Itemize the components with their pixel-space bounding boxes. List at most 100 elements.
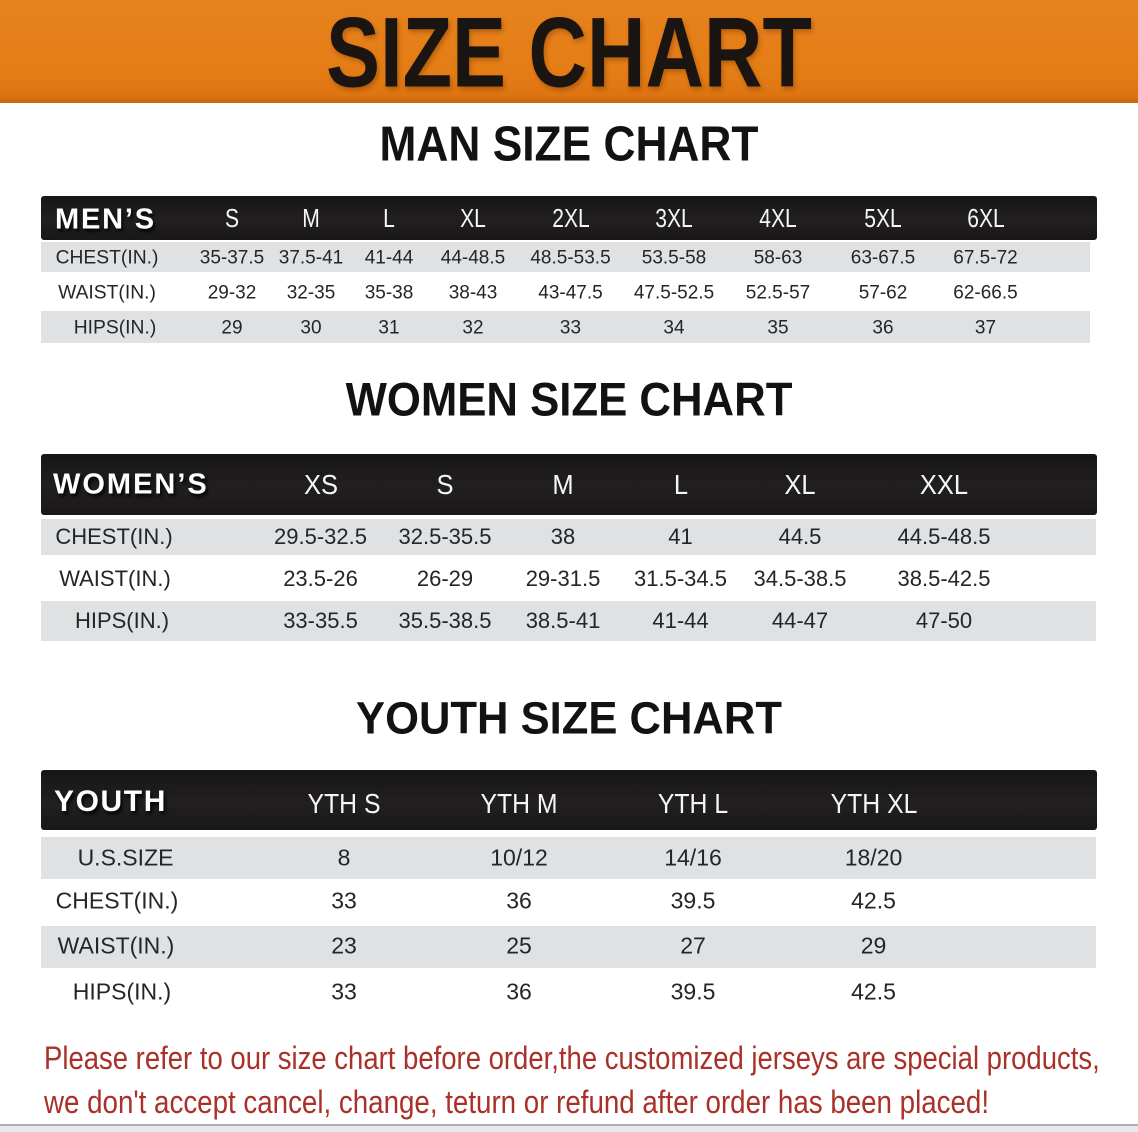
cell-youth-2-2: 27: [680, 932, 706, 959]
cell-youth-2-0: 23: [331, 932, 357, 959]
column-header-women-xl: XL: [784, 468, 816, 500]
cell-women-2-2: 38.5-41: [525, 607, 601, 633]
cell-youth-2-1: 25: [506, 932, 532, 959]
cell-men-0-0: 35-37.5: [199, 247, 265, 269]
cell-women-0-1: 32.5-35.5: [398, 524, 492, 549]
column-header-youth-yth-m: YTH M: [480, 787, 558, 819]
cell-youth-0-1: 10/12: [490, 844, 548, 870]
row-label-youth-0: U.S.SIZE: [77, 844, 174, 870]
column-header-men-s: S: [224, 203, 240, 234]
cell-women-1-3: 31.5-34.5: [634, 565, 727, 591]
column-header-men-l: L: [383, 203, 395, 234]
column-header-men-3xl: 3XL: [655, 203, 693, 234]
cell-women-1-2: 29-31.5: [525, 565, 601, 591]
footnote-line-1: Please refer to our size chart before or…: [44, 1040, 1100, 1076]
cell-men-1-7: 57-62: [858, 282, 908, 303]
cell-youth-1-2: 39.5: [670, 887, 716, 914]
row-label-women-0: CHEST(IN.): [55, 524, 173, 549]
column-header-women-xs: XS: [303, 468, 338, 500]
row-label-men-1: WAIST(IN.): [58, 281, 156, 303]
heading-youth-size-chart: YOUTH SIZE CHART: [356, 692, 782, 744]
cell-men-1-5: 47.5-52.5: [633, 282, 715, 303]
cell-men-0-3: 44-48.5: [440, 247, 506, 269]
row-label-youth-1: CHEST(IN.): [55, 887, 179, 914]
row-label-youth-2: WAIST(IN.): [57, 932, 175, 959]
bottom-edge-strip: [0, 1126, 1138, 1132]
cell-women-2-5: 47-50: [915, 607, 973, 633]
cell-women-0-4: 44.5: [778, 524, 822, 549]
cell-women-2-4: 44-47: [771, 607, 829, 633]
table-row-band-men-0: [41, 242, 1090, 272]
cell-youth-3-2: 39.5: [670, 978, 716, 1004]
cell-men-2-6: 35: [767, 317, 789, 338]
column-header-youth-yth-xl: YTH XL: [830, 787, 917, 819]
cell-youth-1-0: 33: [331, 887, 357, 914]
cell-men-2-5: 34: [663, 317, 685, 338]
cell-men-1-6: 52.5-57: [745, 282, 811, 303]
cell-women-0-2: 38: [550, 524, 576, 549]
table-header-bar-women: [41, 454, 1097, 515]
cell-men-0-1: 37.5-41: [278, 247, 344, 269]
table-row-band-women-0: [41, 519, 1096, 555]
bottom-edge-line: [0, 1124, 1138, 1126]
column-header-men-6xl: 6XL: [966, 203, 1005, 234]
footnote-line-2: we don't accept cancel, change, teturn o…: [44, 1084, 990, 1120]
cell-men-1-2: 35-38: [364, 282, 414, 303]
cell-women-1-5: 38.5-42.5: [897, 565, 991, 591]
table-row-band-youth-0: [41, 837, 1096, 879]
column-header-men-4xl: 4XL: [759, 203, 797, 234]
banner: SIZE CHART: [0, 0, 1138, 103]
cell-women-0-0: 29.5-32.5: [274, 524, 367, 549]
cell-women-2-0: 33-35.5: [283, 607, 358, 633]
cell-women-2-1: 35.5-38.5: [398, 607, 492, 633]
column-header-women-l: L: [673, 468, 688, 500]
row-label-men-2: HIPS(IN.): [73, 316, 157, 338]
row-label-men-0: CHEST(IN.): [55, 247, 159, 269]
cell-youth-3-3: 42.5: [851, 978, 896, 1004]
table-row-band-men-2: [41, 311, 1090, 343]
cell-men-2-0: 29: [221, 317, 243, 338]
heading-women-size-chart: WOMEN SIZE CHART: [345, 372, 793, 426]
cell-youth-3-0: 33: [331, 978, 357, 1004]
table-header-bar-youth: [41, 770, 1097, 830]
cell-men-2-1: 30: [300, 317, 322, 338]
cell-men-2-8: 37: [974, 317, 997, 338]
heading-man-size-chart: MAN SIZE CHART: [379, 117, 759, 172]
table-row-band-women-2: [41, 601, 1096, 641]
cell-men-1-4: 43-47.5: [538, 282, 603, 303]
cell-women-1-0: 23.5-26: [283, 565, 358, 591]
column-header-men-2xl: 2XL: [551, 203, 590, 234]
table-row-band-youth-2: [41, 926, 1096, 968]
cell-men-2-4: 33: [559, 317, 582, 338]
column-header-men-xl: XL: [460, 203, 486, 234]
row-label-women-2: HIPS(IN.): [74, 607, 170, 633]
table-corner-label-men: MEN’S: [55, 203, 156, 236]
cell-men-2-2: 31: [378, 317, 400, 338]
cell-men-1-3: 38-43: [448, 282, 498, 303]
cell-women-0-3: 41: [668, 524, 693, 549]
table-header-bar-men: [41, 196, 1097, 240]
cell-women-0-5: 44.5-48.5: [897, 524, 991, 549]
cell-men-1-1: 32-35: [286, 282, 336, 303]
column-header-women-m: M: [552, 468, 574, 500]
cell-women-2-3: 41-44: [652, 607, 709, 633]
cell-men-1-0: 29-32: [207, 282, 257, 303]
column-header-men-5xl: 5XL: [864, 203, 902, 234]
cell-men-2-7: 36: [872, 317, 894, 338]
table-corner-label-youth: YOUTH: [54, 785, 167, 818]
cell-men-0-8: 67.5-72: [953, 247, 1018, 269]
cell-men-1-8: 62-66.5: [953, 282, 1018, 303]
cell-youth-0-3: 18/20: [844, 844, 903, 870]
cell-youth-2-3: 29: [860, 932, 887, 959]
cell-youth-3-1: 36: [506, 978, 532, 1004]
cell-women-1-1: 26-29: [416, 565, 474, 591]
column-header-women-xxl: XXL: [919, 468, 969, 500]
column-header-men-m: M: [302, 203, 320, 234]
column-header-youth-yth-s: YTH S: [307, 787, 381, 819]
table-corner-label-women: WOMEN’S: [53, 468, 209, 501]
cell-women-1-4: 34.5-38.5: [753, 565, 847, 591]
cell-men-2-3: 32: [462, 317, 484, 338]
banner-title: SIZE CHART: [326, 0, 812, 108]
cell-men-0-5: 53.5-58: [641, 247, 707, 269]
